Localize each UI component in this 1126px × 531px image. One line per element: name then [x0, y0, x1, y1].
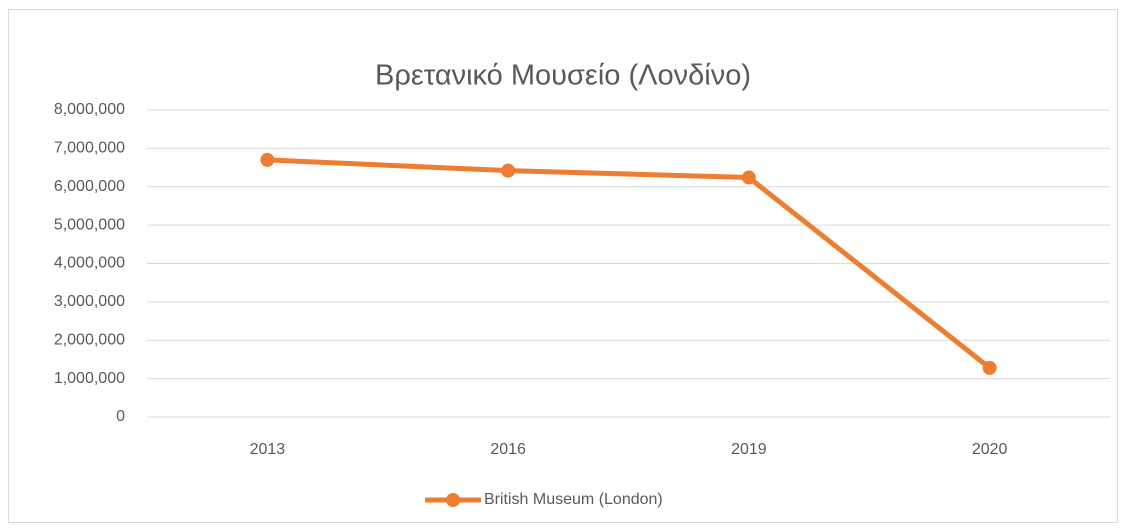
chart-title: Βρετανικό Μουσείο (Λονδίνο) — [375, 60, 751, 92]
legend-label: British Museum (London) — [484, 491, 663, 508]
y-tick-label: 4,000,000 — [54, 255, 125, 272]
y-tick-label: 5,000,000 — [54, 216, 125, 233]
point — [982, 360, 997, 375]
point — [501, 163, 516, 178]
point — [260, 152, 275, 167]
y-tick-label: 3,000,000 — [54, 293, 125, 310]
x-tick-label: 2016 — [490, 441, 526, 458]
legend-marker — [446, 493, 460, 507]
y-tick-label: 1,000,000 — [54, 370, 125, 387]
y-tick-label: 6,000,000 — [54, 178, 125, 195]
y-tick-label: 2,000,000 — [54, 331, 125, 348]
y-tick-label: 7,000,000 — [54, 140, 125, 157]
y-tick-label: 8,000,000 — [54, 101, 125, 118]
y-tick-label: 0 — [116, 408, 125, 425]
chart-border — [8, 9, 1118, 523]
x-tick-label: 2020 — [972, 441, 1008, 458]
line — [264, 157, 993, 371]
x-tick-label: 2019 — [731, 441, 767, 458]
point — [741, 170, 756, 185]
x-tick-label: 2013 — [250, 441, 286, 458]
